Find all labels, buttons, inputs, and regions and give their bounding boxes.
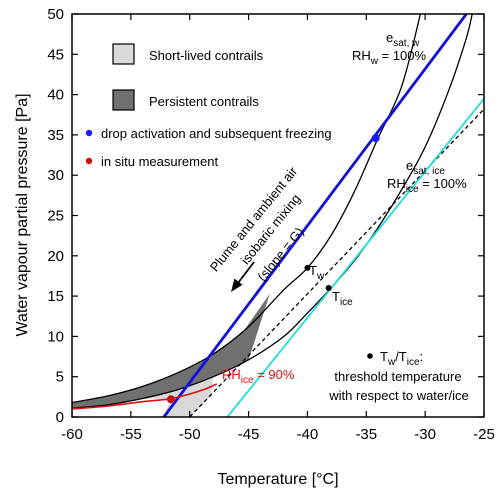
- axis-ticks: -60 -55 -50 -45 -40 -35 -30 -25 0 5 10 15 20 25 30 35 40…: [47, 6, 495, 443]
- x-tick-label: -30: [414, 426, 436, 443]
- x-tick-label: -25: [473, 426, 495, 443]
- legend-short-lived-label: Short-lived contrails: [149, 48, 264, 63]
- tw-label: Tw: [309, 263, 325, 282]
- series-ice-line: [226, 98, 484, 417]
- x-tick-label: -45: [238, 426, 260, 443]
- x-tick-label: -40: [297, 426, 319, 443]
- y-tick-label: 35: [47, 127, 64, 144]
- y-tick-label: 20: [47, 248, 64, 265]
- legend-insitu-label: in situ measurement: [101, 154, 218, 169]
- y-tick-label: 30: [47, 167, 64, 184]
- legend-short-lived-swatch: [112, 43, 135, 65]
- y-axis-label: Water vapour partial pressure [Pa]: [14, 93, 31, 336]
- contrail-regions: [72, 293, 270, 417]
- x-tick-label: -35: [355, 426, 377, 443]
- esat-w-label: esat, w: [386, 30, 420, 49]
- point-drop: [371, 134, 380, 143]
- y-tick-label: 15: [47, 288, 64, 305]
- y-tick-label: 40: [47, 87, 64, 104]
- chart-points: [166, 134, 380, 404]
- x-tick-label: -60: [61, 426, 83, 443]
- region-short_lived: [72, 376, 214, 417]
- rh-ice-90-label: RHice = 90%: [222, 367, 295, 386]
- legend: Short-lived contrails Persistent contrai…: [85, 43, 332, 169]
- legend-persistent-label: Persistent contrails: [149, 94, 259, 109]
- threshold-line2: threshold temperature: [334, 369, 461, 384]
- series-esat-ice: [72, 14, 473, 409]
- threshold-line3: with respect to water/ice: [328, 388, 468, 403]
- series-mixing-line: [162, 14, 468, 417]
- series-dashed-line: [189, 108, 484, 417]
- legend-persistent-swatch: [112, 89, 135, 111]
- y-tick-label: 25: [47, 208, 64, 225]
- x-tick-label: -55: [120, 426, 142, 443]
- y-tick-label: 45: [47, 46, 64, 63]
- legend-drop-label: drop activation and subsequent freezing: [101, 126, 332, 141]
- point-insitu: [166, 395, 175, 404]
- y-tick-label: 0: [56, 409, 64, 426]
- legend-insitu-marker: [85, 157, 93, 165]
- chart-lines: [72, 14, 484, 417]
- threshold-legend-marker: [367, 353, 373, 359]
- threshold-line1: Tw/Tice:: [380, 349, 423, 368]
- rh-ice-label: RHice = 100%: [387, 176, 467, 195]
- point-t-ice: [325, 285, 332, 292]
- series-rh-ice-90: [72, 383, 218, 410]
- rh-w-label: RHw = 100%: [352, 48, 427, 67]
- mixing-arrow: [231, 261, 255, 292]
- legend-drop-marker: [85, 129, 93, 137]
- tice-label: Tice: [332, 289, 353, 308]
- x-axis-label: Temperature [°C]: [217, 471, 338, 488]
- x-tick-label: -50: [179, 426, 201, 443]
- region-persistent: [72, 293, 270, 409]
- y-tick-label: 50: [47, 6, 64, 23]
- y-tick-label: 5: [56, 369, 64, 386]
- y-tick-label: 10: [47, 328, 64, 345]
- point-t-w: [304, 264, 311, 271]
- esat-ice-label: esat, ice: [406, 158, 445, 177]
